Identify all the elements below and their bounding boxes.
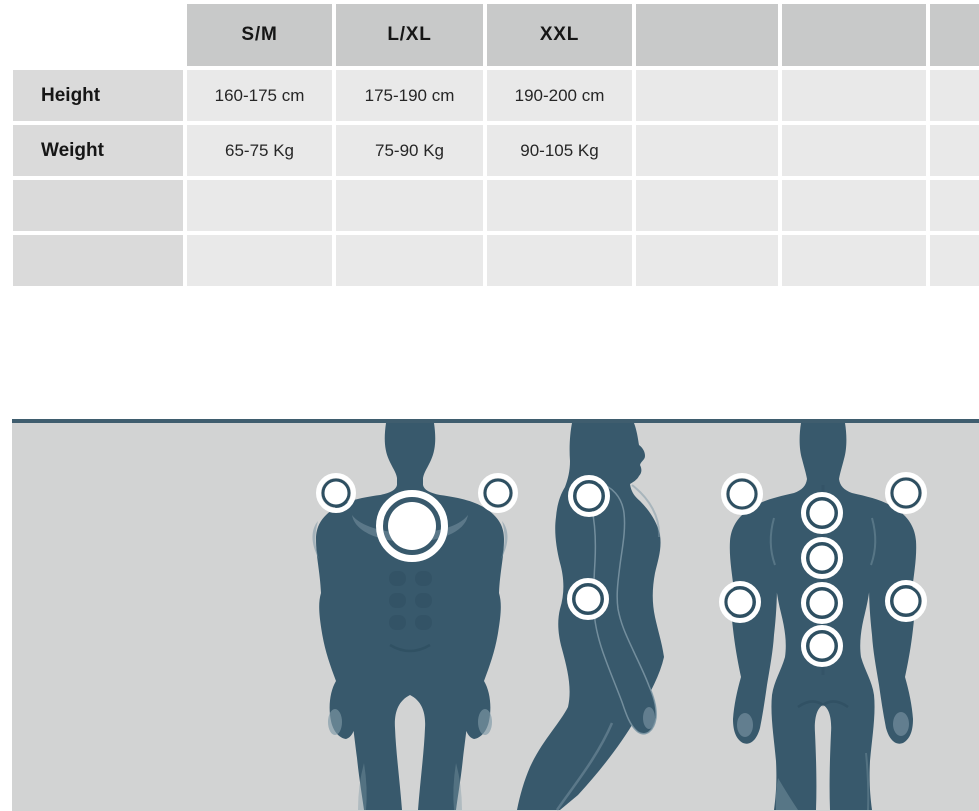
row-label-weight: Weight [13, 125, 183, 176]
column-header-empty-5 [930, 4, 979, 66]
front-figure-silhouette [316, 423, 504, 810]
marker-back-left-forearm [719, 581, 761, 623]
row-label-empty-2 [13, 180, 183, 231]
front-right-calf-highlight [453, 763, 462, 810]
marker-back-spine-1 [801, 492, 843, 534]
size-cell-r0-c4 [782, 70, 926, 121]
column-header-empty-3 [636, 4, 778, 66]
back-right-calf-highlight [865, 752, 870, 811]
marker-side-shoulder [568, 475, 610, 517]
size-cell-r1-c4 [782, 125, 926, 176]
column-header-sm: S/M [187, 4, 332, 66]
back-right-scapula-highlight [870, 517, 877, 566]
size-cell-r2-c3 [636, 180, 778, 231]
back-left-calf-highlight [775, 778, 798, 810]
back-right-hand-highlight [893, 712, 909, 736]
marker-back-spine-2 [801, 537, 843, 579]
front-abs-detail [389, 571, 432, 630]
row-label-height: Height [13, 70, 183, 121]
size-cell-r0-c5 [930, 70, 979, 121]
markers-layer [316, 472, 927, 667]
marker-back-spine-3 [801, 582, 843, 624]
column-header-empty-4 [782, 4, 926, 66]
size-cell-r2-c0 [187, 180, 332, 231]
front-figure [312, 423, 508, 810]
size-cell-r2-c2 [487, 180, 632, 231]
size-cell-r1-c1: 75-90 Kg [336, 125, 483, 176]
size-cell-r3-c4 [782, 235, 926, 286]
marker-back-right-shoulder [885, 472, 927, 514]
marker-back-spine-4 [801, 625, 843, 667]
size-cell-r0-c0: 160-175 cm [187, 70, 332, 121]
size-cell-r3-c0 [187, 235, 332, 286]
back-glute-crease [797, 700, 849, 709]
side-leg-highlight [555, 722, 614, 811]
front-left-deltoid-highlight [312, 521, 319, 559]
marker-side-lower-back [567, 578, 609, 620]
marker-back-left-shoulder [721, 473, 763, 515]
back-left-hand-highlight [737, 713, 753, 737]
size-cell-r1-c3 [636, 125, 778, 176]
body-diagram-panel [12, 419, 979, 811]
size-cell-r0-c3 [636, 70, 778, 121]
size-cell-r2-c4 [782, 180, 926, 231]
size-cell-r1-c0: 65-75 Kg [187, 125, 332, 176]
column-header-lxl: L/XL [336, 4, 483, 66]
front-waistline-detail [389, 643, 431, 653]
marker-front-left-shoulder [316, 473, 356, 513]
table-corner-cell [13, 4, 183, 66]
back-left-scapula-highlight [769, 517, 776, 566]
size-cell-r1-c5 [930, 125, 979, 176]
column-header-xxl: XXL [487, 4, 632, 66]
side-arm [589, 482, 657, 735]
size-cell-r3-c3 [636, 235, 778, 286]
size-cell-r1-c2: 90-105 Kg [487, 125, 632, 176]
row-label-empty-3 [13, 235, 183, 286]
size-chart-table: S/M L/XL XXL Height 160-175 cm 175-190 cm 190-… [13, 4, 979, 286]
front-right-hand-highlight [478, 709, 492, 735]
side-hand-highlight [643, 707, 655, 729]
size-cell-r0-c1: 175-190 cm [336, 70, 483, 121]
size-cell-r3-c5 [930, 235, 979, 286]
side-chest-highlight [631, 484, 661, 538]
marker-front-chest [376, 490, 448, 562]
marker-back-right-forearm [885, 580, 927, 622]
size-cell-r0-c2: 190-200 cm [487, 70, 632, 121]
size-cell-r3-c1 [336, 235, 483, 286]
size-cell-r2-c5 [930, 180, 979, 231]
size-cell-r3-c2 [487, 235, 632, 286]
front-right-deltoid-highlight [501, 521, 508, 559]
marker-front-right-shoulder [478, 473, 518, 513]
front-left-calf-highlight [358, 763, 367, 810]
front-left-hand-highlight [328, 709, 342, 735]
size-cell-r2-c1 [336, 180, 483, 231]
body-diagram-svg [312, 423, 927, 811]
